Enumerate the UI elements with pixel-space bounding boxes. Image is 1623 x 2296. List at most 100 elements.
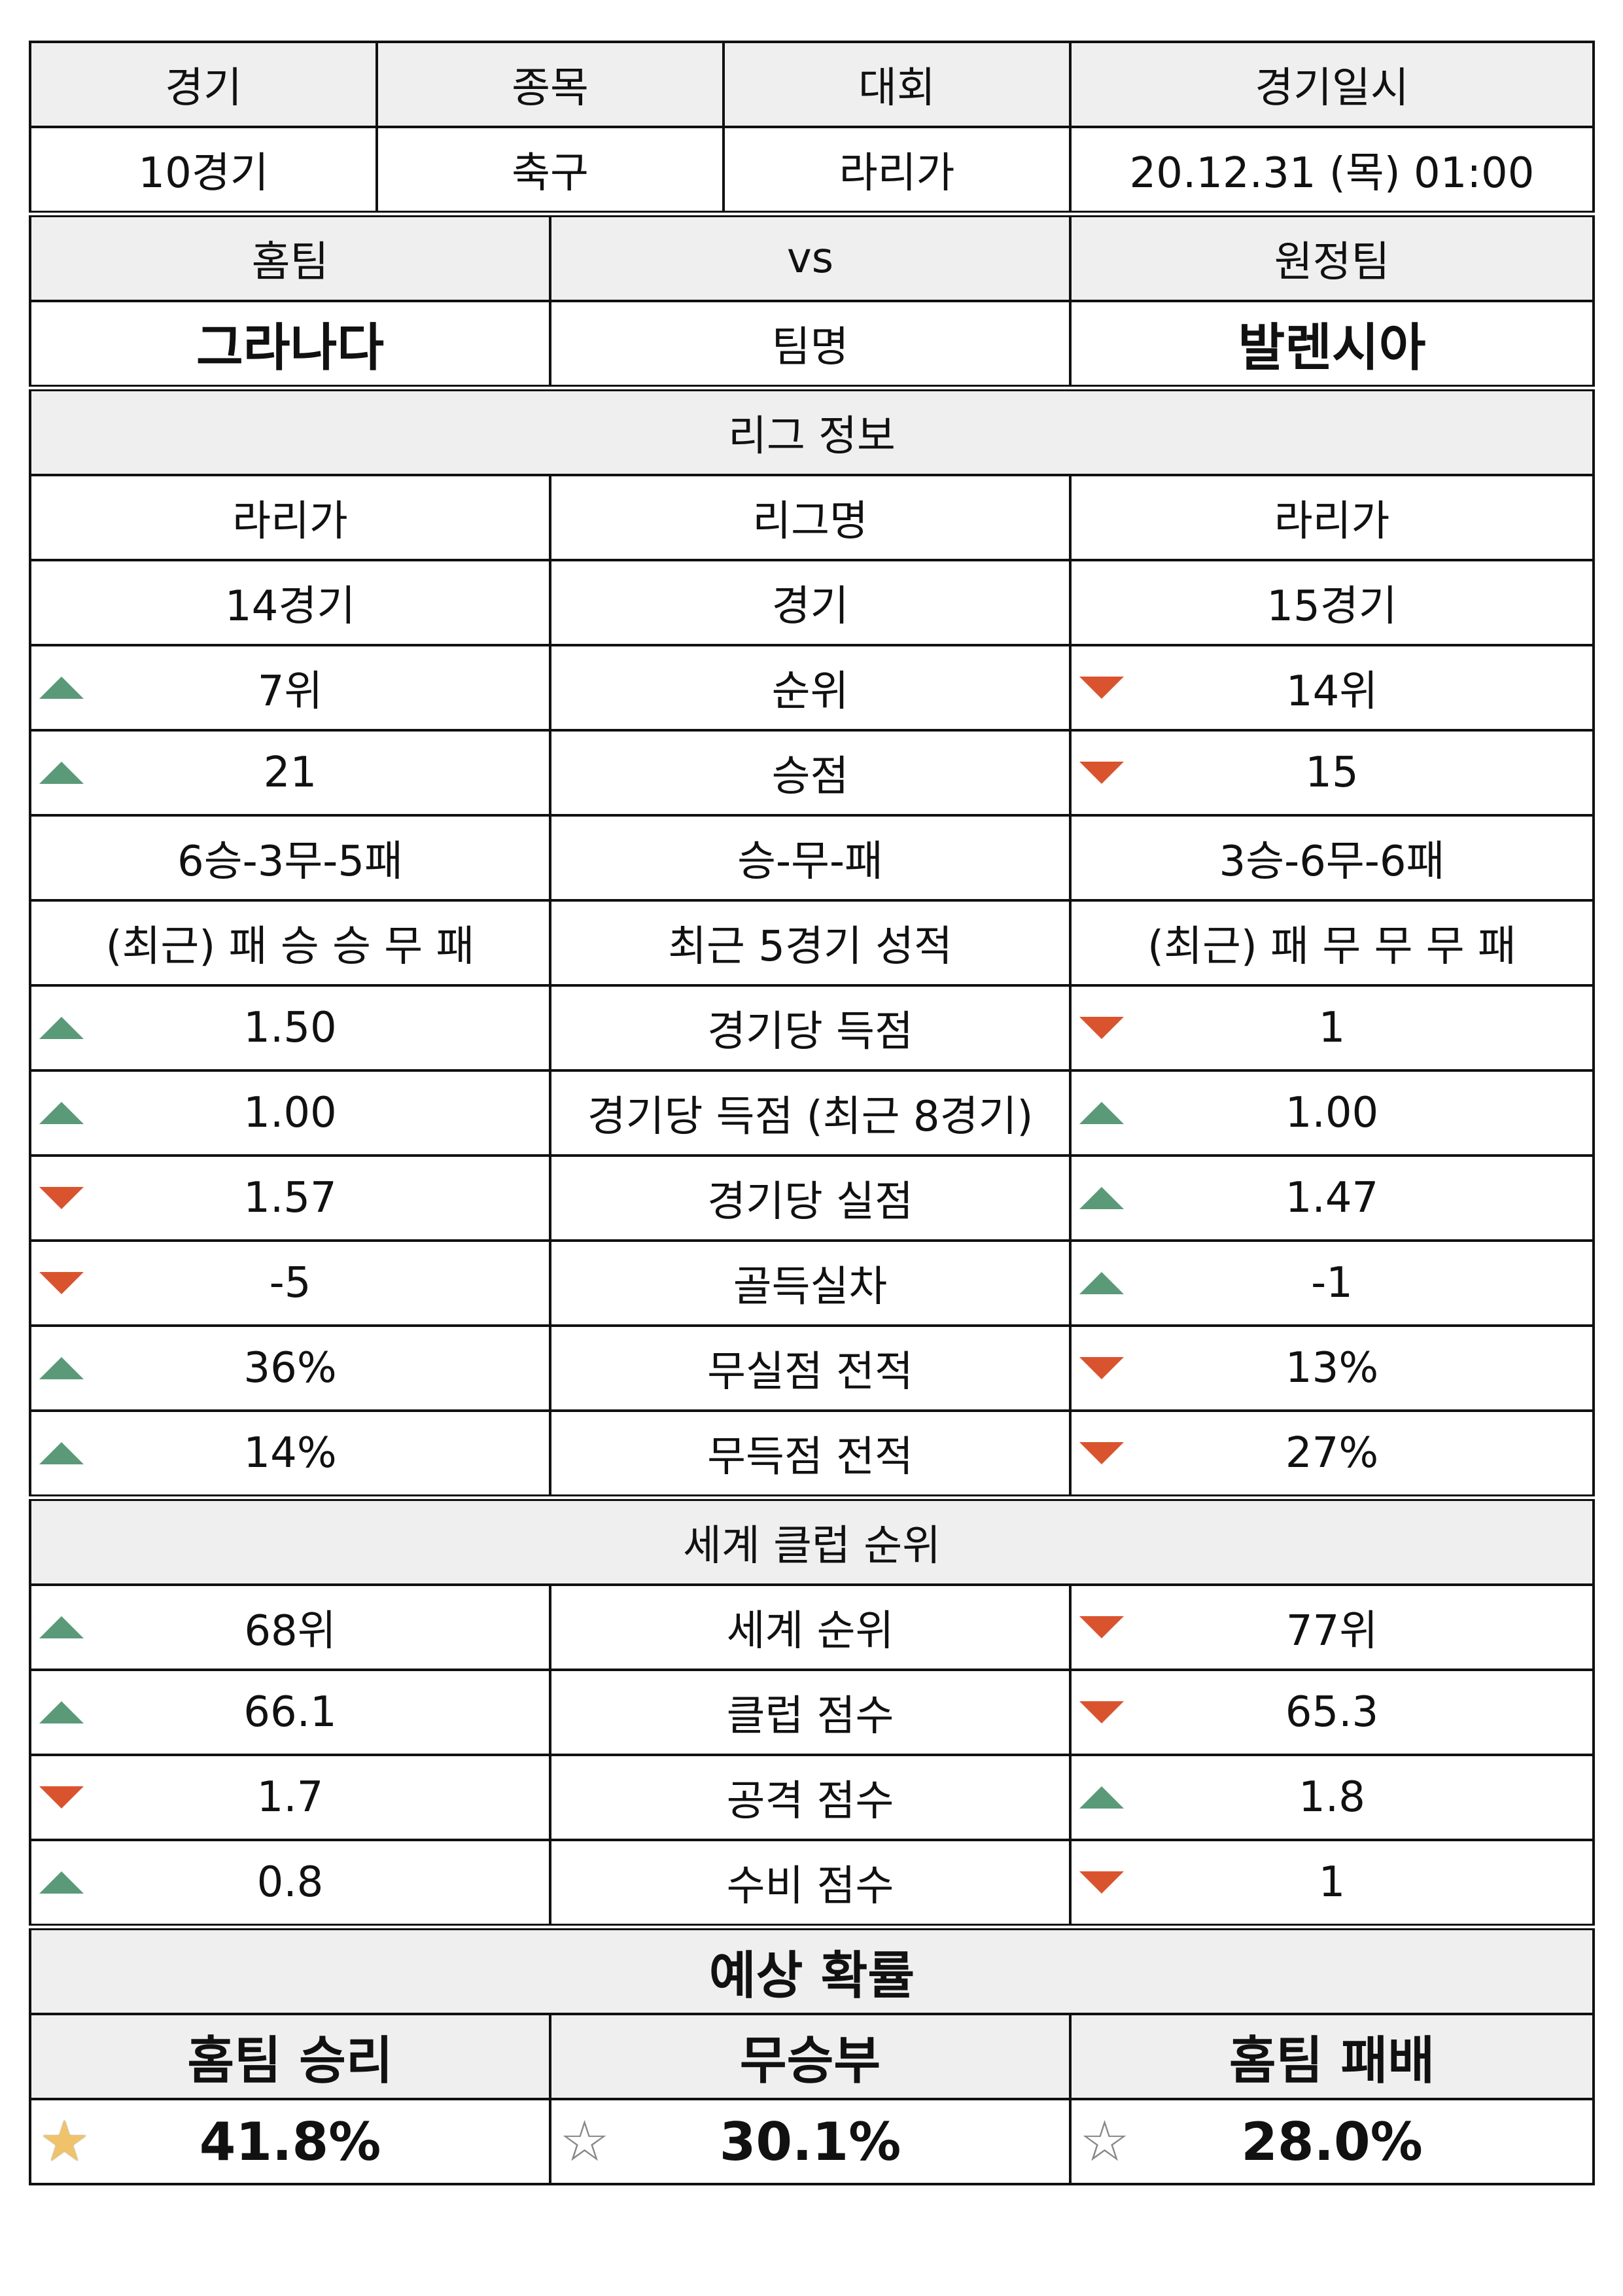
away-stat: 3승-6무-6패 — [1069, 814, 1596, 902]
header-cell-datetime: 경기일시 — [1069, 41, 1596, 128]
header-cell-competition-text: 대회 — [858, 64, 935, 113]
home-world-stat-text: 0.8 — [256, 1858, 324, 1907]
home-stat: 1.50 — [29, 984, 551, 1072]
triangle-up-icon — [39, 1102, 84, 1124]
stat-label: 승점 — [548, 729, 1072, 817]
away-stat: (최근) 패 무 무 무 패 — [1069, 899, 1596, 987]
stat-label: 최근 5경기 성적 — [548, 899, 1072, 987]
home-stat-text: 36% — [243, 1344, 337, 1392]
triangle-up-icon — [39, 1871, 84, 1894]
away-stat: 27% — [1069, 1409, 1596, 1499]
header-cell-game-text: 경기 — [165, 64, 242, 113]
stat-label-text: 리그명 — [752, 497, 868, 546]
prediction-draw-value: ☆ 30.1% — [548, 2098, 1072, 2185]
world-stat-row: 68위 세계 순위 77위 — [29, 1583, 1596, 1671]
triangle-down-icon — [1079, 1442, 1125, 1464]
world-stat-label-text: 공격 점수 — [726, 1777, 894, 1826]
away-stat: 15경기 — [1069, 559, 1596, 646]
stat-label-text: 승점 — [771, 752, 849, 801]
home-world-stat: 68위 — [29, 1583, 551, 1671]
league-stat-row: 14% 무득점 전적 27% — [29, 1409, 1596, 1499]
stat-label: 순위 — [548, 644, 1072, 732]
match-header-row: 경기 종목 대회 경기일시 — [29, 41, 1596, 128]
triangle-up-icon — [39, 1442, 84, 1464]
home-stat: 1.57 — [29, 1154, 551, 1242]
world-stat-label: 공격 점수 — [548, 1754, 1072, 1841]
teams-name-row: 그라나다 팀명 발렌시아 — [29, 300, 1596, 389]
away-stat-text: 1.00 — [1285, 1089, 1379, 1137]
home-stat: 36% — [29, 1324, 551, 1412]
world-stat-row: 0.8 수비 점수 1 — [29, 1839, 1596, 1928]
home-stat: 21 — [29, 729, 551, 817]
match-number-text: 10경기 — [138, 149, 269, 198]
triangle-up-icon — [1079, 1786, 1125, 1809]
home-stat-text: 14경기 — [224, 582, 356, 631]
away-stat: 1.00 — [1069, 1069, 1596, 1157]
match-competition: 라리가 — [722, 126, 1072, 215]
home-stat: (최근) 패 승 승 무 패 — [29, 899, 551, 987]
away-world-stat-text: 1.8 — [1299, 1773, 1365, 1822]
match-sport-text: 축구 — [512, 149, 589, 198]
header-cell-sport-text: 종목 — [512, 64, 589, 113]
stat-label: 경기당 득점 — [548, 984, 1072, 1072]
stat-label-text: 경기 — [771, 582, 849, 631]
home-stat: 라리가 — [29, 474, 551, 561]
home-team-label: 홈팀 — [29, 211, 551, 302]
world-section-title-text: 세계 클럽 순위 — [683, 1522, 941, 1570]
prediction-home-loss-label: 홈팀 패배 — [1069, 2013, 1596, 2100]
world-stat-label-text: 수비 점수 — [726, 1862, 894, 1911]
stat-label-text: 승-무-패 — [737, 838, 883, 886]
stat-label: 무실점 전적 — [548, 1324, 1072, 1412]
world-stat-label: 클럽 점수 — [548, 1669, 1072, 1756]
star-filled-icon: ★ — [39, 2109, 90, 2174]
away-stat: 1.47 — [1069, 1154, 1596, 1242]
home-stat-text: 1.00 — [243, 1089, 337, 1137]
stat-label-text: 경기당 득점 (최근 8경기) — [587, 1093, 1034, 1141]
away-world-stat: 1 — [1069, 1839, 1596, 1928]
away-team-label: 원정팀 — [1069, 211, 1596, 302]
star-outline-icon: ☆ — [559, 2109, 610, 2174]
world-section-title: 세계 클럽 순위 — [28, 1494, 1596, 1586]
home-world-stat-text: 68위 — [244, 1607, 336, 1655]
league-section-row: 리그 정보 — [28, 385, 1596, 476]
league-stat-row: -5 골득실차 -1 — [29, 1239, 1596, 1327]
triangle-down-icon — [1079, 1701, 1125, 1723]
home-stat-text: -5 — [269, 1259, 311, 1307]
home-world-stat-text: 1.7 — [256, 1773, 324, 1822]
league-stat-row: 6승-3무-5패 승-무-패 3승-6무-6패 — [29, 814, 1596, 902]
prediction-title: 예상 확률 — [28, 1924, 1596, 2015]
triangle-up-icon — [1079, 1187, 1125, 1209]
home-stat-text: 1.50 — [243, 1004, 337, 1052]
prediction-draw-label-text: 무승부 — [739, 2032, 881, 2091]
triangle-up-icon — [39, 677, 84, 699]
away-stat: 14위 — [1069, 644, 1596, 732]
team-name-label-text: 팀명 — [771, 323, 849, 372]
away-world-stat: 65.3 — [1069, 1669, 1596, 1756]
stat-label: 경기당 실점 — [548, 1154, 1072, 1242]
league-stat-row: 14경기 경기 15경기 — [29, 559, 1596, 646]
triangle-down-icon — [1079, 1017, 1125, 1039]
triangle-up-icon — [1079, 1272, 1125, 1294]
header-cell-game: 경기 — [29, 41, 378, 128]
triangle-down-icon — [39, 1272, 84, 1294]
away-team-label-text: 원정팀 — [1274, 238, 1390, 287]
prediction-home-loss-value-text: 28.0% — [1241, 2111, 1423, 2172]
prediction-home-win-value: ★ 41.8% — [29, 2098, 551, 2185]
away-stat-text: 13% — [1285, 1344, 1379, 1392]
league-stat-row: 라리가 리그명 라리가 — [29, 474, 1596, 561]
world-stat-label-text: 클럽 점수 — [726, 1692, 894, 1740]
league-stat-row: 21 승점 15 — [29, 729, 1596, 817]
stat-label-text: 순위 — [771, 667, 849, 716]
match-analysis-sheet: 경기 종목 대회 경기일시 10경기 축구 라리가 20.12.31 (목) 01:00 홈팀 v… — [28, 41, 1596, 2185]
prediction-section-row: 예상 확률 — [28, 1924, 1596, 2015]
stat-label: 경기당 득점 (최근 8경기) — [548, 1069, 1072, 1157]
stat-label-text: 경기당 득점 — [707, 1008, 913, 1056]
away-world-stat: 77위 — [1069, 1583, 1596, 1671]
stat-label: 승-무-패 — [548, 814, 1072, 902]
prediction-draw-value-text: 30.1% — [719, 2111, 901, 2172]
triangle-down-icon — [1079, 1871, 1125, 1894]
away-stat-text: 3승-6무-6패 — [1219, 838, 1445, 886]
prediction-draw-label: 무승부 — [548, 2013, 1072, 2100]
away-stat: 라리가 — [1069, 474, 1596, 561]
home-stat: -5 — [29, 1239, 551, 1327]
